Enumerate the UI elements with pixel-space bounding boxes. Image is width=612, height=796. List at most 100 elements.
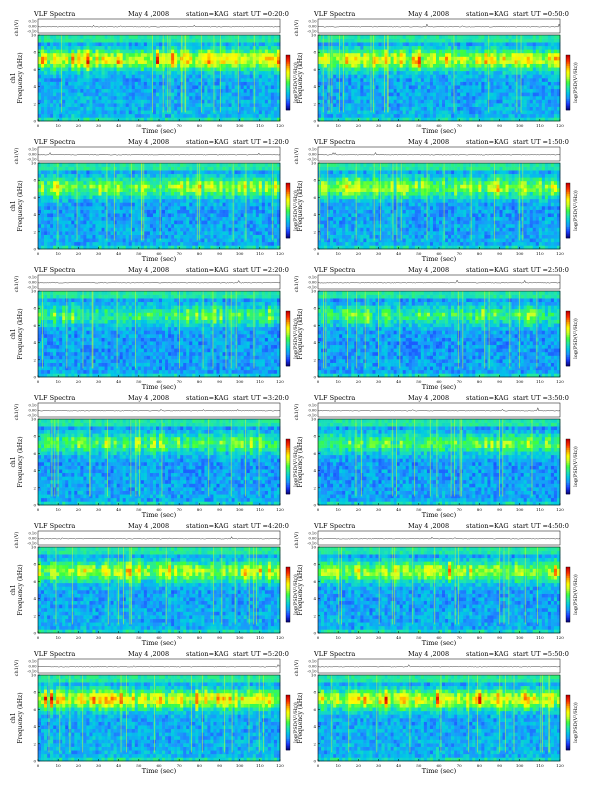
spectrogram-cell	[503, 110, 506, 114]
spectrogram-cell	[274, 78, 277, 82]
spectrogram-cell	[216, 53, 219, 57]
spectrogram-cell	[503, 71, 506, 75]
spectrogram-cell	[244, 96, 247, 100]
spectrogram-cell	[47, 167, 50, 171]
spectrogram-cell	[500, 96, 503, 100]
spectrogram-cell	[147, 71, 150, 75]
spectrogram-cell	[210, 96, 213, 100]
spectrogram-cell	[41, 213, 44, 217]
spectrogram-cell	[372, 110, 375, 114]
spectrogram-cell	[153, 199, 156, 203]
spectrogram-cell	[77, 185, 80, 189]
spectrogram-cell	[83, 210, 86, 214]
waveform-tick-1: 0.00	[308, 25, 317, 29]
spectrogram-cell	[144, 235, 147, 239]
spectrogram-cell	[336, 46, 339, 50]
spectrogram-cell	[442, 103, 445, 107]
spectrogram-cell	[44, 195, 47, 199]
waveform-frame	[318, 19, 560, 33]
spectrogram-cell	[153, 92, 156, 96]
spectrogram-cell	[138, 114, 141, 118]
spectrogram-cell	[351, 49, 354, 53]
spectrogram-cell	[44, 231, 47, 235]
spectrogram-cell	[545, 114, 548, 118]
spectrogram-cell	[68, 60, 71, 64]
spectrogram-cell	[223, 89, 226, 93]
spectrogram-cell	[74, 35, 77, 39]
spectrogram-cell	[83, 170, 86, 174]
spectrogram-cell	[74, 39, 77, 43]
spectrogram-cell	[108, 174, 111, 178]
x-tick-label-9: 90	[217, 123, 223, 128]
spectrogram-cell	[108, 188, 111, 192]
spectrogram-cell	[62, 199, 65, 203]
spectrogram-cell	[171, 110, 174, 114]
spectrogram-cell	[126, 53, 129, 57]
spectrogram-cell	[509, 103, 512, 107]
spectrogram-cell	[484, 46, 487, 50]
spectrogram-cell	[44, 78, 47, 82]
spectrogram-cell	[490, 39, 493, 43]
spectrogram-cell	[204, 53, 207, 57]
spectrogram-cell	[409, 100, 412, 104]
spectrogram-cell	[527, 74, 530, 78]
spectrogram-cell	[533, 35, 536, 39]
spectrogram-cell	[95, 100, 98, 104]
spectrogram-cell	[162, 103, 165, 107]
spectrogram-cell	[111, 170, 114, 174]
spectrogram-cell	[363, 60, 366, 64]
spectrogram-cell	[442, 100, 445, 104]
spectrogram-cell	[47, 107, 50, 111]
spectrogram-cell	[99, 60, 102, 64]
colorbar-segment	[286, 62, 290, 64]
spectrogram-cell	[123, 177, 126, 181]
spectrogram-cell	[321, 74, 324, 78]
spectrogram-cell	[363, 103, 366, 107]
spectrogram-cell	[189, 64, 192, 68]
spectrogram-cell	[259, 35, 262, 39]
spectrogram-cell	[156, 74, 159, 78]
spectrogram-cell	[515, 92, 518, 96]
spectrogram-cell	[400, 82, 403, 86]
spectrogram-cell	[375, 39, 378, 43]
spectrogram-cell	[418, 46, 421, 50]
spectrogram-cell	[38, 242, 41, 246]
spectrogram-cell	[509, 42, 512, 46]
spectrogram-cell	[132, 167, 135, 171]
spectrogram-cell	[216, 110, 219, 114]
colorbar-segment	[566, 64, 570, 66]
spectrogram-cell	[89, 202, 92, 206]
spectrogram-cell	[38, 224, 41, 228]
spectrogram-cell	[427, 64, 430, 68]
spectrogram-cell	[430, 53, 433, 57]
waveform-tick-0: 0.10	[308, 20, 317, 24]
spectrogram-cell	[147, 238, 150, 242]
spectrogram-cell	[527, 35, 530, 39]
spectrogram-cell	[403, 100, 406, 104]
spectrogram-cell	[415, 82, 418, 86]
spectrogram-cell	[147, 89, 150, 93]
spectrogram-cell	[475, 71, 478, 75]
spectrogram-cell	[375, 42, 378, 46]
spectrogram-cell	[68, 103, 71, 107]
spectrogram-cell	[192, 78, 195, 82]
spectrogram-cell	[102, 107, 105, 111]
spectrogram-cell	[363, 114, 366, 118]
spectrogram-cell	[360, 57, 363, 61]
spectrogram-cell	[95, 192, 98, 196]
spectrogram-cell	[129, 107, 132, 111]
spectrogram-cell	[99, 206, 102, 210]
spectrogram-cell	[533, 78, 536, 82]
spectrogram-cell	[436, 49, 439, 53]
spectrogram-cell	[126, 67, 129, 71]
spectrogram-cell	[403, 46, 406, 50]
spectrogram-cell	[223, 46, 226, 50]
spectrogram-cell	[421, 103, 424, 107]
spectrogram-cell	[65, 170, 68, 174]
spectrogram-cell	[144, 100, 147, 104]
spectrogram-cell	[105, 60, 108, 64]
spectrogram-cell	[80, 177, 83, 181]
spectrogram-cell	[147, 202, 150, 206]
spectrogram-cell	[111, 220, 114, 224]
spectrogram-cell	[114, 110, 117, 114]
